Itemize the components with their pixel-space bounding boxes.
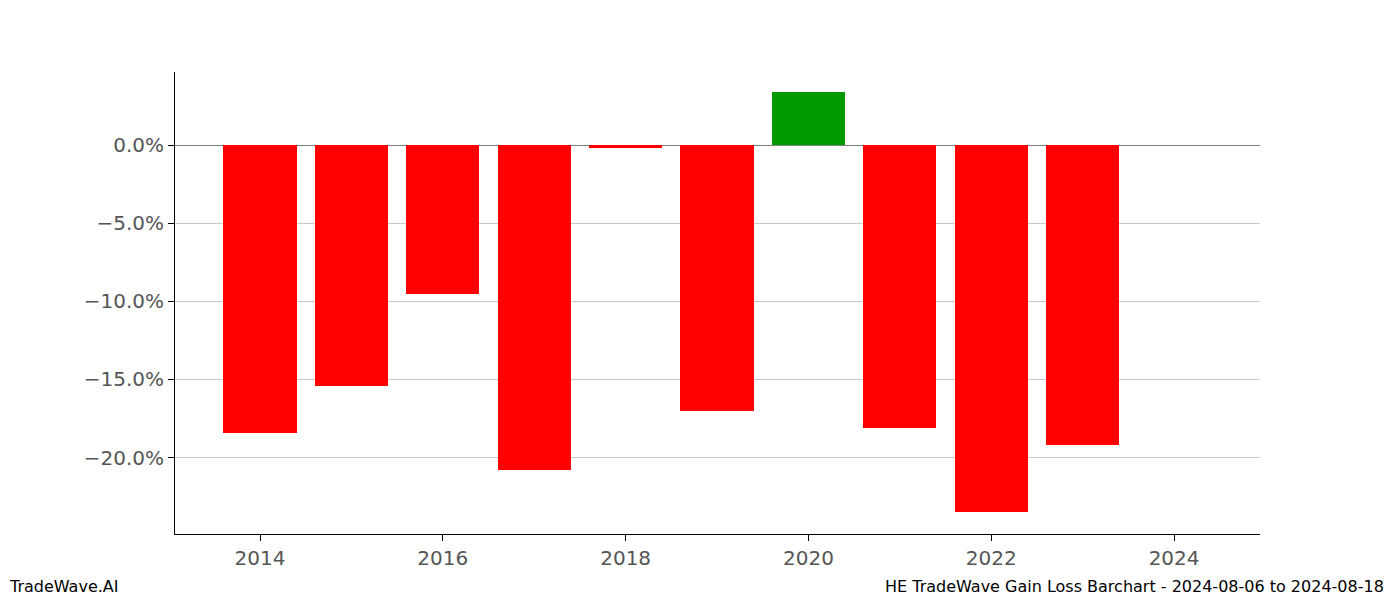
svg-text:−10.0%: −10.0%	[84, 289, 164, 313]
svg-text:−15.0%: −15.0%	[84, 367, 164, 391]
svg-text:2024: 2024	[1149, 546, 1200, 570]
svg-text:2020: 2020	[783, 546, 834, 570]
svg-text:2016: 2016	[417, 546, 468, 570]
svg-text:HE TradeWave Gain Loss Barchar: HE TradeWave Gain Loss Barchart - 2024-0…	[885, 577, 1384, 596]
svg-text:2022: 2022	[966, 546, 1017, 570]
svg-text:2014: 2014	[235, 546, 286, 570]
svg-text:TradeWave.AI: TradeWave.AI	[9, 577, 118, 596]
svg-text:2018: 2018	[600, 546, 651, 570]
svg-text:−5.0%: −5.0%	[96, 211, 164, 235]
svg-text:−20.0%: −20.0%	[84, 446, 164, 470]
svg-text:0.0%: 0.0%	[113, 133, 164, 157]
